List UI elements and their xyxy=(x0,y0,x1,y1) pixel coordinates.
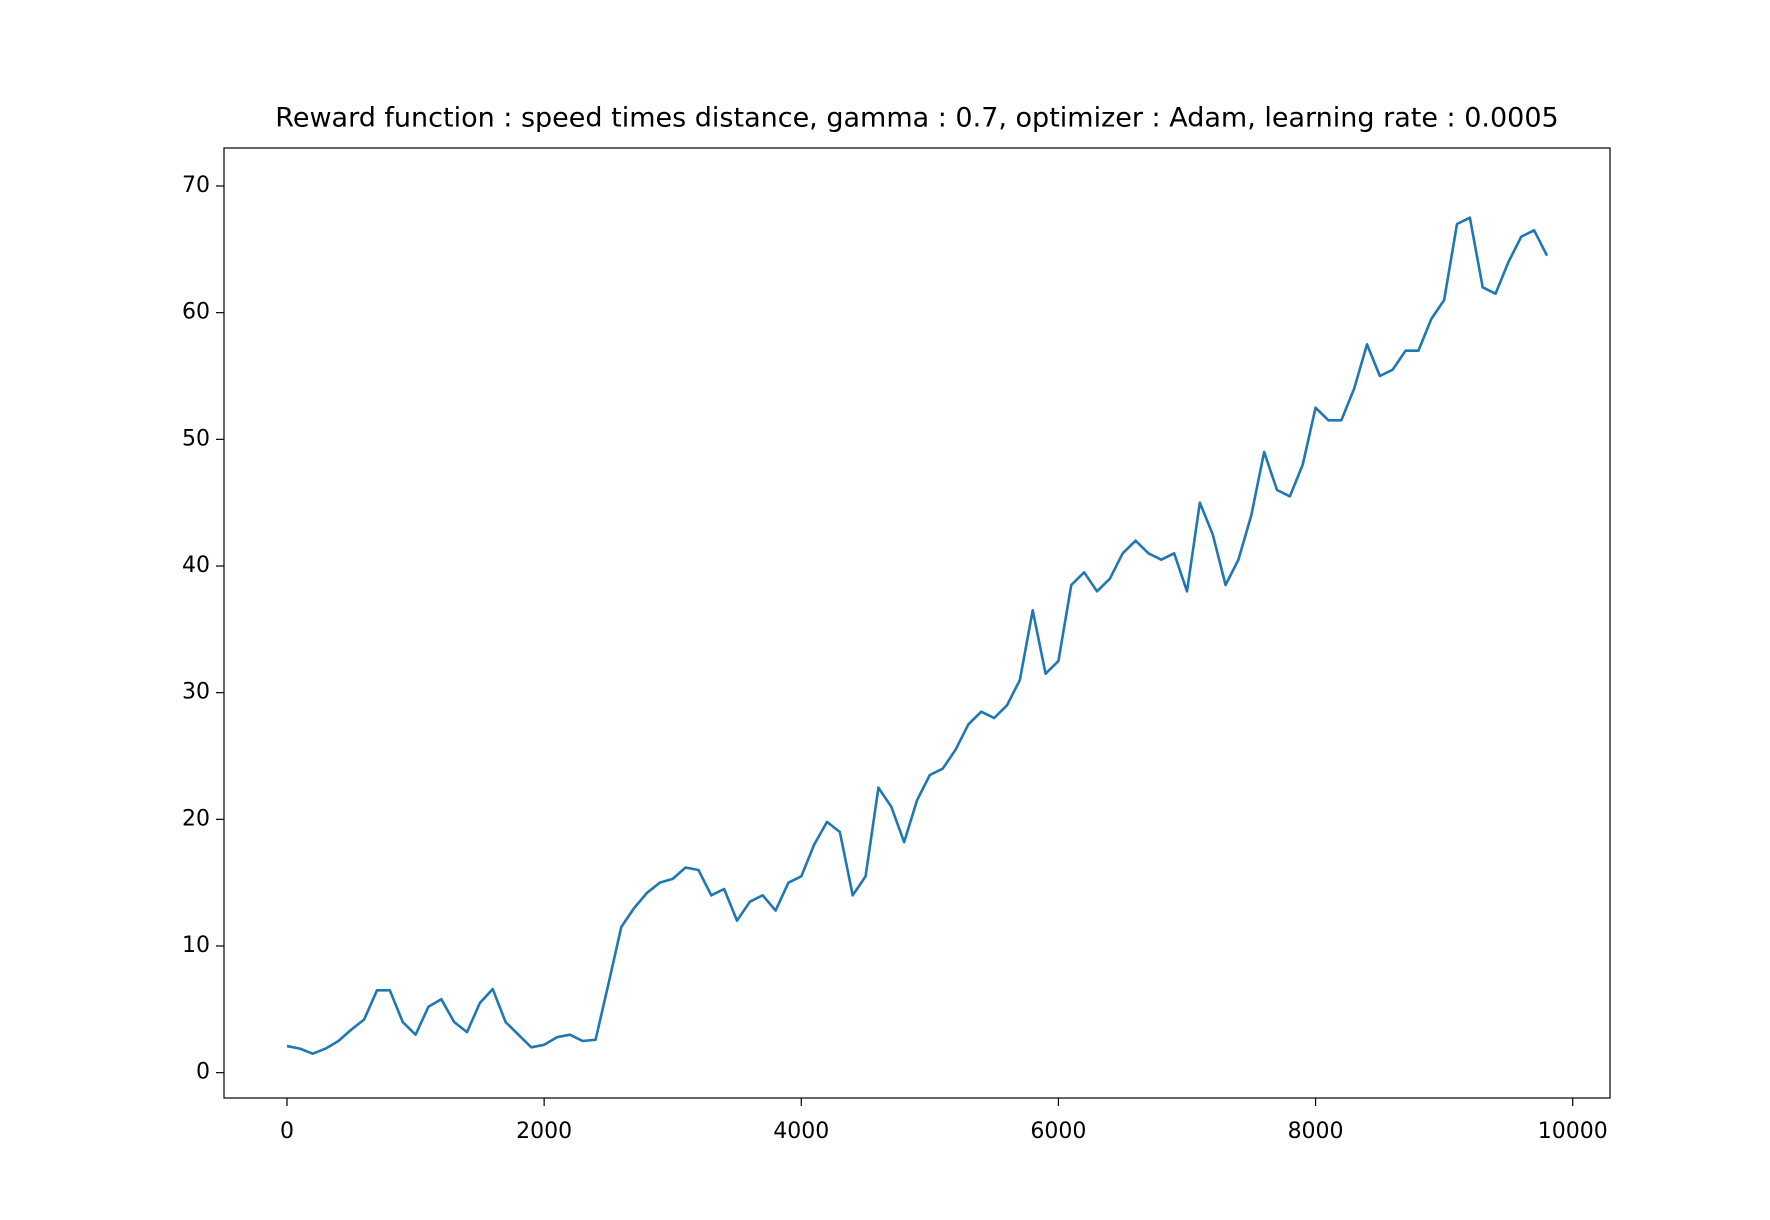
y-tick-label: 60 xyxy=(182,300,210,325)
y-tick-label: 40 xyxy=(182,553,210,578)
x-tick-label: 10000 xyxy=(1538,1119,1608,1144)
x-tick-label: 8000 xyxy=(1288,1119,1344,1144)
x-tick-label: 2000 xyxy=(516,1119,572,1144)
y-tick-label: 20 xyxy=(182,806,210,831)
plot-frame xyxy=(223,147,1611,1099)
y-tick-label: 30 xyxy=(182,680,210,705)
x-tick-label: 0 xyxy=(280,1119,294,1144)
y-tick-label: 10 xyxy=(182,933,210,958)
y-tick-label: 70 xyxy=(182,173,210,198)
chart-title: Reward function : speed times distance, … xyxy=(275,103,1558,134)
data-line xyxy=(286,216,1549,1055)
y-tick-label: 50 xyxy=(182,426,210,451)
x-tick-label: 4000 xyxy=(773,1119,829,1144)
y-tick-label: 0 xyxy=(196,1060,210,1085)
x-tick-label: 6000 xyxy=(1030,1119,1086,1144)
